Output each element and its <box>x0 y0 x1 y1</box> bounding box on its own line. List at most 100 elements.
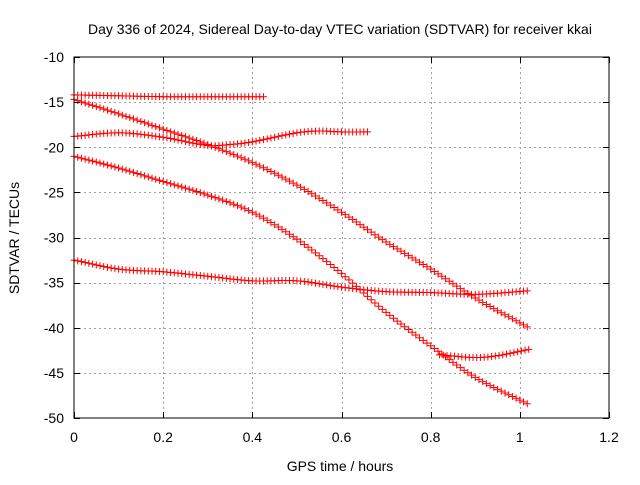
data-point-marker <box>510 349 518 357</box>
data-point-marker <box>360 223 368 231</box>
data-point-marker <box>371 231 379 239</box>
data-point-marker <box>497 309 505 317</box>
data-point-marker <box>508 393 516 401</box>
data-point-marker <box>174 182 182 190</box>
data-point-marker <box>356 221 364 229</box>
data-point-marker <box>486 382 494 390</box>
data-point-marker <box>505 313 513 321</box>
data-point-marker <box>96 104 104 112</box>
data-point-marker <box>390 314 398 322</box>
data-point-marker <box>364 292 372 300</box>
data-point-marker <box>159 125 167 133</box>
x-tick-label: 1 <box>516 429 524 445</box>
data-point-marker <box>252 137 260 145</box>
data-point-marker <box>304 243 312 251</box>
data-point-marker <box>96 159 104 167</box>
data-point-marker <box>233 202 241 210</box>
data-point-marker <box>163 179 171 187</box>
data-point-marker <box>174 136 182 144</box>
data-point-marker <box>256 212 264 220</box>
data-point-marker <box>308 279 316 287</box>
data-point-marker <box>475 296 483 304</box>
plot-frame <box>73 56 610 419</box>
data-point-marker <box>479 298 487 306</box>
y-tick-label: -35 <box>44 275 64 291</box>
data-point-marker <box>371 299 379 307</box>
data-point-marker <box>289 179 297 187</box>
data-point-marker <box>100 263 108 271</box>
data-point-marker <box>315 280 323 288</box>
data-point-marker <box>282 175 290 183</box>
data-point-marker <box>352 218 360 226</box>
data-point-marker <box>521 346 529 354</box>
data-point-marker <box>81 258 89 266</box>
data-point-marker <box>278 225 286 233</box>
data-point-marker <box>375 233 383 241</box>
data-point-marker <box>77 98 85 106</box>
data-point-marker <box>248 138 256 146</box>
data-point-marker <box>137 117 145 125</box>
y-tick-label: -30 <box>44 230 64 246</box>
data-point-marker <box>404 252 412 260</box>
data-point-marker <box>170 129 178 137</box>
data-point-marker <box>419 336 427 344</box>
data-point-marker <box>517 347 525 355</box>
data-point-marker <box>401 249 409 257</box>
series-track-3 <box>70 127 372 150</box>
data-point-marker <box>378 305 386 313</box>
data-point-marker <box>349 216 357 224</box>
data-point-marker <box>304 278 312 286</box>
data-point-marker <box>245 206 253 214</box>
data-point-marker <box>100 160 108 168</box>
data-point-marker <box>256 162 264 170</box>
data-point-marker <box>152 123 160 131</box>
data-point-marker <box>364 128 372 136</box>
data-point-marker <box>453 361 461 369</box>
data-point-marker <box>222 197 230 205</box>
data-point-marker <box>491 352 499 360</box>
data-point-marker <box>267 218 275 226</box>
data-point-marker <box>482 300 490 308</box>
y-tick-label: -40 <box>44 320 64 336</box>
data-point-marker <box>289 233 297 241</box>
data-point-marker <box>126 167 134 175</box>
data-point-marker <box>442 275 450 283</box>
x-tick-label: 0.2 <box>153 429 173 445</box>
data-point-marker <box>267 167 275 175</box>
data-point-marker <box>92 103 100 111</box>
data-point-marker <box>464 369 472 377</box>
data-point-marker <box>241 205 249 213</box>
data-point-marker <box>319 280 327 288</box>
x-tick-label: 0 <box>70 429 78 445</box>
data-point-marker <box>152 132 160 140</box>
data-point-marker <box>490 305 498 313</box>
data-point-marker <box>74 257 82 265</box>
data-point-marker <box>512 394 520 402</box>
data-point-marker <box>297 183 305 191</box>
data-point-marker <box>103 106 111 114</box>
data-point-marker <box>196 189 204 197</box>
data-point-marker <box>278 132 286 140</box>
data-point-marker <box>241 139 249 147</box>
data-point-marker <box>520 398 528 406</box>
data-point-marker <box>397 247 405 255</box>
data-point-marker <box>263 216 271 224</box>
series-track-6 <box>436 345 533 362</box>
x-tick-label: 0.6 <box>332 429 352 445</box>
data-point-marker <box>315 194 323 202</box>
data-point-marker <box>382 238 390 246</box>
data-point-marker <box>386 240 394 248</box>
data-point-marker <box>85 259 93 267</box>
data-point-marker <box>308 190 316 198</box>
data-point-marker <box>92 261 100 269</box>
data-point-marker <box>514 348 522 356</box>
data-point-marker <box>423 263 431 271</box>
data-point-marker <box>163 126 171 134</box>
data-point-marker <box>523 400 531 408</box>
data-point-marker <box>111 163 119 171</box>
data-point-marker <box>200 190 208 198</box>
data-point-marker <box>271 133 279 141</box>
data-point-marker <box>263 135 271 143</box>
data-point-marker <box>118 111 126 119</box>
data-point-marker <box>505 391 513 399</box>
